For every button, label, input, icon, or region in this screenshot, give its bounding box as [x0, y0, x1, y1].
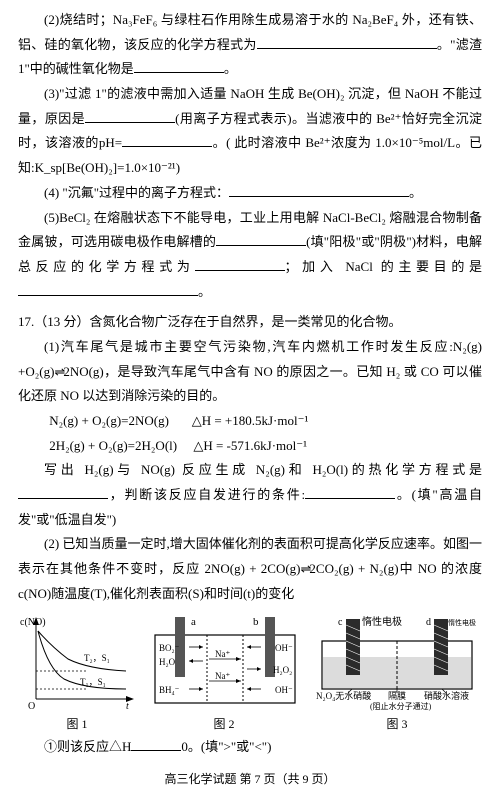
blank — [216, 232, 306, 246]
q17-p1c-para: 写出 H₂(g)与 NO(g) 反应生成 N₂(g)和 H₂O(l)的热化学方程… — [18, 458, 482, 532]
figures-row: c(NO) T₂，S₁ T₁，S₁ t O 图 1 a b BO₂⁻ H₂O B… — [18, 611, 482, 736]
chart-1-svg: c(NO) T₂，S₁ T₁，S₁ t O — [18, 611, 136, 711]
f1-curve2: T₁，S₁ — [80, 677, 106, 687]
blank — [257, 35, 437, 49]
f3-c: c — [338, 617, 343, 628]
eq1: N₂(g) + O₂(g)=2NO(g) △H = +180.5kJ·mol⁻¹ — [49, 409, 482, 434]
reversible-arrow-icon: ⇌ — [54, 364, 63, 379]
f3-inert2: 惰性电极 — [448, 618, 476, 627]
blank — [195, 257, 285, 271]
q17-judge-a: ①则该反应△H — [44, 739, 131, 754]
blank — [131, 737, 181, 751]
blank — [85, 109, 175, 123]
q5-text-c: ；加入 NaCl 的主要目的是 — [285, 259, 482, 274]
f2-rb: OH⁻ — [275, 685, 293, 695]
f3-inert1: 惰性电极 — [362, 615, 402, 628]
q2-para: (2)烧结时；Na₃FeF₆ 与绿柱石作用除生成易溶于水的 Na₂BeF₄ 外，… — [18, 8, 482, 82]
f2-rt: OH⁻ — [275, 643, 293, 653]
q17-p1b: 2NO(g)，是导致汽车尾气中含有 NO 的原因之一。已知 H₂ 或 CO 可以… — [18, 364, 482, 404]
blank — [305, 485, 395, 499]
page-footer: 高三化学试题 第 7 页（共 9 页） — [18, 768, 482, 791]
q17-judge-b: 0。(填">"或"<") — [181, 739, 271, 754]
eq2-l: 2H₂(g) + O₂(g)=2H₂O(l) — [49, 438, 177, 453]
figure-1-caption: 图 1 — [18, 713, 136, 736]
figure-2: a b BO₂⁻ H₂O BH₄⁻ OH⁻ H₂O₂ OH⁻ Na⁺ Na⁺ — [147, 611, 302, 736]
q4-text-b: 。 — [409, 185, 422, 200]
q17-p1c: 写出 H₂(g)与 NO(g) 反应生成 N₂(g)和 H₂O(l)的热化学方程… — [44, 462, 482, 477]
f3-d: d — [426, 617, 431, 628]
blank — [134, 59, 224, 73]
f3-left-sol: N₂O₄无水硝酸 — [316, 690, 371, 701]
blank — [18, 282, 198, 296]
q5-para: (5)BeCl₂ 在熔融状态下不能导电，工业上用电解 NaCl-BeCl₂ 熔融… — [18, 206, 482, 305]
f3-note: (阻止水分子通过) — [370, 701, 432, 711]
f3-right-sol: 硝酸水溶液 — [424, 690, 469, 701]
eq-group: N₂(g) + O₂(g)=2NO(g) △H = +180.5kJ·mol⁻¹… — [49, 409, 482, 458]
figure-3-caption: 图 3 — [312, 713, 482, 736]
q3-para: (3)"过滤 1"的滤液中需加入适量 NaOH 生成 Be(OH)₂ 沉淀，但 … — [18, 82, 482, 181]
q17-head: 17.（13 分）含氮化合物广泛存在于自然界，是一类常见的化合物。 — [18, 310, 482, 335]
svg-text:O: O — [28, 701, 35, 711]
f2-lb: BH₄⁻ — [159, 685, 180, 695]
q4-text-a: (4) "沉氟"过程中的离子方程式： — [44, 185, 229, 200]
eq2-r: △H = -571.6kJ·mol⁻¹ — [193, 438, 307, 453]
cell-3-svg: 惰性电极 c d 惰性电极 N₂O₄无水硝酸 隔膜 硝酸水溶液 (阻止水分子通过… — [312, 611, 482, 711]
q17-judge: ①则该反应△H 0。(填">"或"<") — [18, 735, 482, 760]
f2-rm: H₂O₂ — [273, 665, 292, 675]
f2-lt: BO₂⁻ — [159, 643, 180, 653]
f2-na2: Na⁺ — [215, 671, 230, 681]
figure-1: c(NO) T₂，S₁ T₁，S₁ t O 图 1 — [18, 611, 136, 736]
figure-3: 惰性电极 c d 惰性电极 N₂O₄无水硝酸 隔膜 硝酸水溶液 (阻止水分子通过… — [312, 611, 482, 736]
blank — [229, 183, 409, 197]
q2-text-c: 。 — [224, 61, 237, 76]
figure-2-caption: 图 2 — [147, 713, 302, 736]
f1-xlabel: t — [126, 701, 129, 711]
eq2: 2H₂(g) + O₂(g)=2H₂O(l) △H = -571.6kJ·mol… — [49, 434, 482, 459]
cell-2-svg: a b BO₂⁻ H₂O BH₄⁻ OH⁻ H₂O₂ OH⁻ Na⁺ Na⁺ — [147, 611, 302, 711]
blank — [122, 133, 212, 147]
q4-para: (4) "沉氟"过程中的离子方程式： 。 — [18, 181, 482, 206]
q17-p1d: ，判断该反应自发进行的条件: — [108, 487, 305, 502]
q17-p1: (1)汽车尾气是城市主要空气污染物,汽车内燃机工作时发生反应:N₂(g) +O₂… — [18, 335, 482, 409]
q5-text-d: 。 — [198, 284, 211, 299]
blank — [18, 485, 108, 499]
f1-ylabel: c(NO) — [20, 617, 46, 628]
f1-curve1: T₂，S₁ — [84, 653, 110, 663]
f2-a: a — [191, 616, 196, 628]
eq1-l: N₂(g) + O₂(g)=2NO(g) — [49, 413, 169, 428]
q17-p2: (2) 已知当质量一定时,增大固体催化剂的表面积可提高化学反应速率。如图一表示在… — [18, 532, 482, 606]
f2-b: b — [253, 616, 259, 628]
f2-na1: Na⁺ — [215, 649, 230, 659]
eq1-r: △H = +180.5kJ·mol⁻¹ — [192, 413, 309, 428]
f2-lm: H₂O — [159, 657, 176, 667]
